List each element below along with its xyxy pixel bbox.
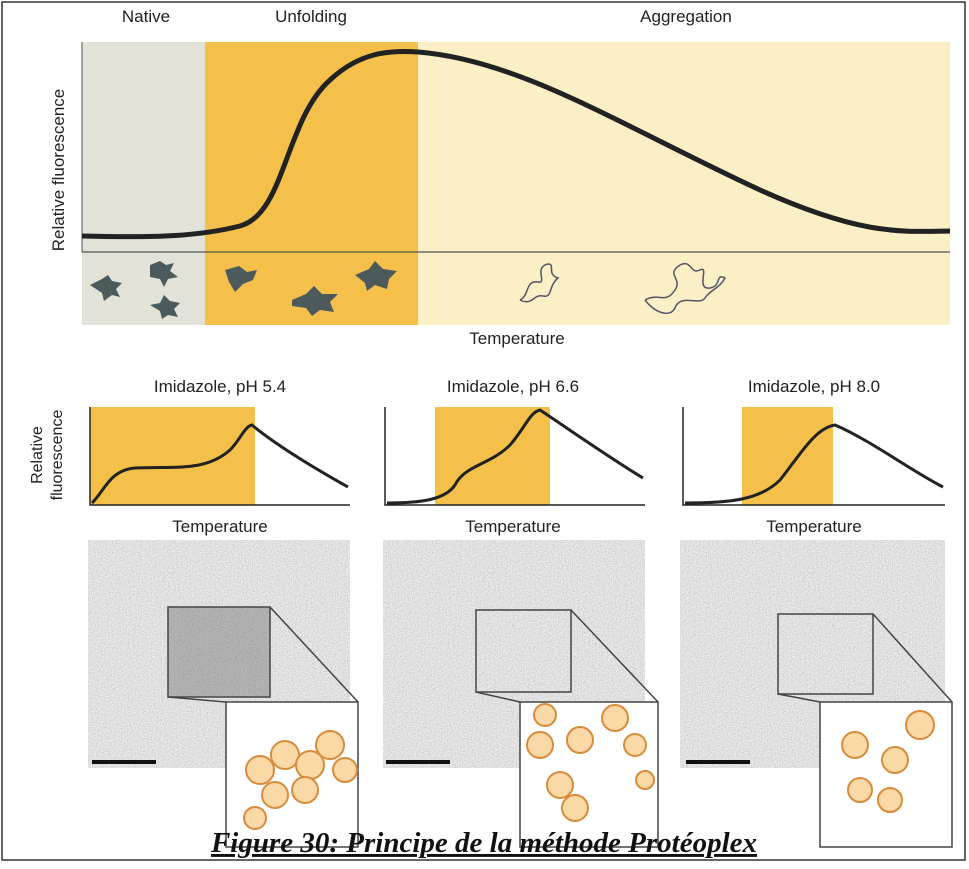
phase-label: Native — [122, 7, 170, 26]
panel-title: Imidazole, pH 6.6 — [447, 377, 579, 396]
panel-x-label: Temperature — [766, 517, 861, 536]
figure: Native Unfolding Aggregation Relative fl… — [0, 0, 969, 864]
panel-x-label: Temperature — [465, 517, 560, 536]
panels: Imidazole, pH 5.4 Temperature Imidazole,… — [29, 377, 945, 536]
x-axis-label: Temperature — [469, 329, 564, 348]
panel-y-label: fluorescence — [49, 410, 66, 501]
panel-y-label: Relative — [29, 426, 46, 484]
micrographs — [88, 540, 952, 847]
caption: Figure 30: Principe de la méthode Protéo… — [210, 827, 757, 859]
top-chart: Native Unfolding Aggregation Relative fl… — [49, 7, 950, 348]
page: Native Unfolding Aggregation Relative fl… — [0, 0, 969, 864]
y-axis-label: Relative fluorescence — [49, 89, 68, 252]
panel-title: Imidazole, pH 8.0 — [748, 377, 880, 396]
aggregation-zone — [418, 42, 950, 325]
panel-title: Imidazole, pH 5.4 — [154, 377, 286, 396]
phase-label: Unfolding — [275, 7, 347, 26]
panel: Imidazole, pH 8.0 Temperature — [683, 377, 945, 536]
panel-x-label: Temperature — [172, 517, 267, 536]
panel: Imidazole, pH 6.6 Temperature — [385, 377, 645, 536]
panel: Imidazole, pH 5.4 Temperature — [90, 377, 350, 536]
phase-label: Aggregation — [640, 7, 732, 26]
